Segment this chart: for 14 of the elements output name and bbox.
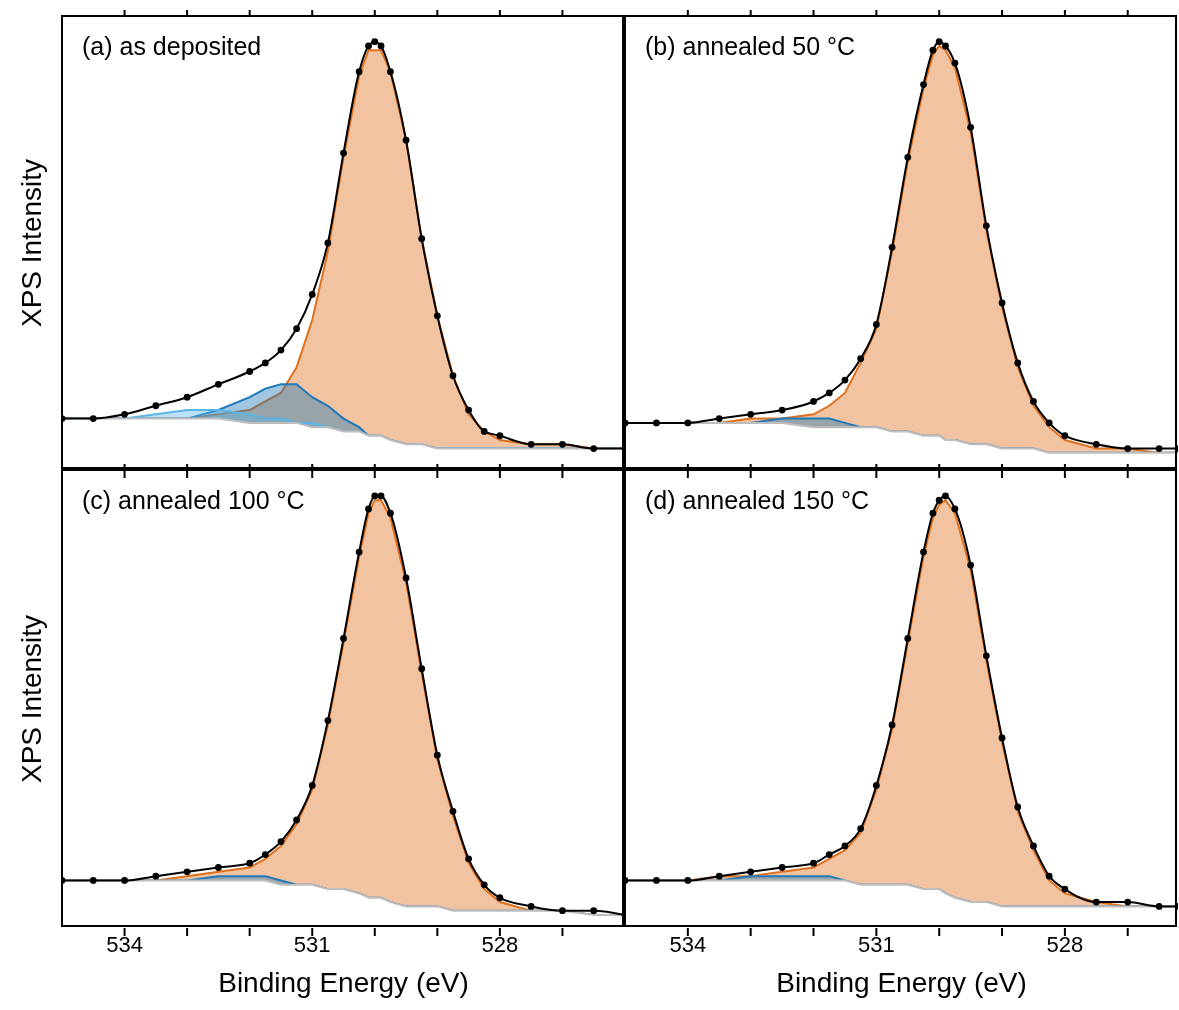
x-tick-label: 534 bbox=[669, 932, 707, 957]
chart-title: (d) annealed 150 °C bbox=[645, 486, 870, 515]
y-axis-title: XPS Intensity bbox=[16, 158, 48, 328]
x-tick-label: 528 bbox=[481, 932, 519, 957]
x-tick-label: 534 bbox=[106, 932, 143, 957]
chart-title: (b) annealed 50 °C bbox=[645, 32, 856, 61]
chart-title: (a) as deposited bbox=[82, 32, 262, 61]
chart-title: (c) annealed 100 °C bbox=[82, 486, 305, 515]
x-tick-label: 531 bbox=[858, 932, 895, 957]
x-tick-label: 531 bbox=[293, 932, 331, 957]
x-axis-title: Binding Energy (eV) bbox=[776, 967, 1027, 998]
x-tick-label: 528 bbox=[1046, 932, 1084, 957]
x-axis-title: Binding Energy (eV) bbox=[218, 967, 469, 998]
y-axis-title: XPS Intensity bbox=[16, 614, 48, 784]
